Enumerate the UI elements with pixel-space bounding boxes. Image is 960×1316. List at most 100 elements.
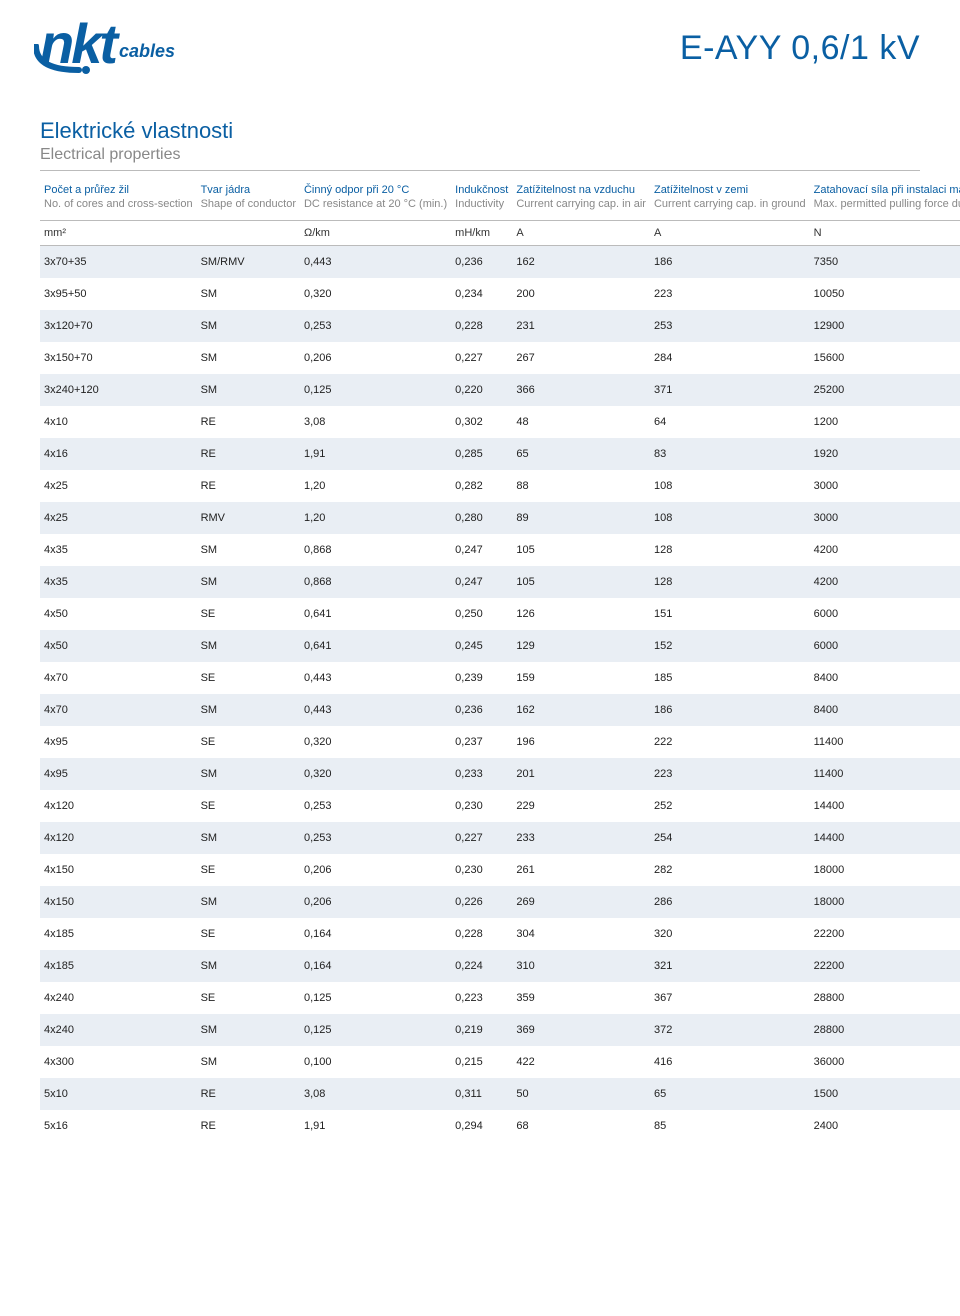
data-cell: 0,320 [300, 726, 451, 758]
unit-cell: A [512, 221, 650, 246]
data-cell: 1200 [810, 406, 960, 438]
data-cell: 10050 [810, 278, 960, 310]
data-cell: 286 [650, 886, 810, 918]
data-cell: 12900 [810, 310, 960, 342]
logo-arc-icon [34, 44, 104, 74]
header-en: DC resistance at 20 °C (min.) [304, 197, 447, 212]
data-cell: 0,219 [451, 1014, 512, 1046]
data-cell: 4x35 [40, 566, 197, 598]
data-cell: 4200 [810, 566, 960, 598]
table-row: 4x50SE0,6410,25012615160003,804446 [40, 598, 960, 630]
data-cell: 367 [650, 982, 810, 1014]
data-cell: 3x240+120 [40, 374, 197, 406]
table-body: mm²Ω/kmmH/kmAANkAsec 3x70+35SM/RMV0,4430… [40, 221, 960, 1143]
data-cell: 0,237 [451, 726, 512, 758]
data-cell: 371 [650, 374, 810, 406]
header-cz: Zatížitelnost v zemi [654, 183, 806, 198]
data-cell: 200 [512, 278, 650, 310]
data-cell: 4x240 [40, 982, 197, 1014]
data-cell: 14400 [810, 822, 960, 854]
data-cell: 0,220 [451, 374, 512, 406]
data-cell: 4x70 [40, 662, 197, 694]
data-cell: 320 [650, 918, 810, 950]
data-cell: 4x50 [40, 598, 197, 630]
data-cell: 3x70+35 [40, 246, 197, 279]
data-cell: 4x120 [40, 790, 197, 822]
data-cell: 252 [650, 790, 810, 822]
data-cell: 28800 [810, 982, 960, 1014]
data-cell: SM/RMV [197, 246, 300, 279]
header-en: Current carrying cap. in ground [654, 197, 806, 212]
data-cell: 0,294 [451, 1110, 512, 1142]
data-cell: 231 [512, 310, 650, 342]
data-cell: SM [197, 310, 300, 342]
data-cell: 128 [650, 534, 810, 566]
data-cell: 366 [512, 374, 650, 406]
table-row: 4x35SM0,8680,24710512842002,663316 [40, 566, 960, 598]
data-cell: 0,443 [300, 246, 451, 279]
data-cell: 4x25 [40, 502, 197, 534]
data-cell: 83 [650, 438, 810, 470]
data-cell: 15600 [810, 342, 960, 374]
table-row: 4x185SE0,1640,2283043202220014,0761051 [40, 918, 960, 950]
column-header: Zatížitelnost na vzduchuCurrent carrying… [512, 179, 650, 221]
data-cell: 5x10 [40, 1078, 197, 1110]
data-cell: 0,125 [300, 374, 451, 406]
data-cell: 4x185 [40, 950, 197, 982]
data-cell: 4x150 [40, 886, 197, 918]
table-row: 5x10RE3,080,311506515000,761113 [40, 1078, 960, 1110]
data-cell: 1,91 [300, 1110, 451, 1142]
data-cell: 4x95 [40, 726, 197, 758]
table-row: 4x10RE3,080,302486412000,761121 [40, 406, 960, 438]
data-cell: 88 [512, 470, 650, 502]
data-cell: 65 [512, 438, 650, 470]
header-en: No. of cores and cross-section [44, 197, 193, 212]
data-cell: SM [197, 694, 300, 726]
data-cell: 310 [512, 950, 650, 982]
data-cell: SM [197, 278, 300, 310]
section-title: Elektrické vlastnosti [40, 118, 920, 144]
table-row: 4x50SM0,6410,24512915260003,804427 [40, 630, 960, 662]
data-cell: 0,253 [300, 822, 451, 854]
data-cell: 129 [512, 630, 650, 662]
table-row: 4x185SM0,1640,2243103212220014,0761005 [40, 950, 960, 982]
data-cell: 4x120 [40, 822, 197, 854]
data-cell: 416 [650, 1046, 810, 1078]
data-cell: 105 [512, 566, 650, 598]
data-cell: 151 [650, 598, 810, 630]
header-en: Current carrying cap. in air [516, 197, 646, 212]
table-row: 4x150SM0,2060,2262692861800011,413880 [40, 886, 960, 918]
data-cell: 0,164 [300, 950, 451, 982]
data-cell: 4x185 [40, 918, 197, 950]
brand-subtext: cables [119, 41, 175, 62]
unit-cell: Ω/km [300, 221, 451, 246]
header-en: Max. permitted pulling force during inst… [814, 197, 960, 212]
data-cell: 1,20 [300, 502, 451, 534]
brand-logo: nkt cables [40, 20, 175, 68]
table-row: 3x95+50SM0,3200,234200223100507,228639 [40, 278, 960, 310]
data-cell: 0,228 [451, 310, 512, 342]
data-cell: 3x150+70 [40, 342, 197, 374]
data-cell: 0,641 [300, 630, 451, 662]
data-cell: 372 [650, 1014, 810, 1046]
table-row: 4x240SM0,1250,2193693722880018,2611194 [40, 1014, 960, 1046]
data-cell: 0,230 [451, 790, 512, 822]
column-header: Zatahovací síla při instalaci max.Max. p… [810, 179, 960, 221]
data-cell: 3,08 [300, 406, 451, 438]
data-cell: 0,228 [451, 918, 512, 950]
data-cell: 85 [650, 1110, 810, 1142]
data-cell: 0,125 [300, 1014, 451, 1046]
data-cell: 0,206 [300, 886, 451, 918]
data-cell: SM [197, 534, 300, 566]
data-cell: RE [197, 470, 300, 502]
data-cell: 196 [512, 726, 650, 758]
data-cell: 11400 [810, 758, 960, 790]
data-cell: 18000 [810, 886, 960, 918]
data-cell: RE [197, 1078, 300, 1110]
data-cell: SM [197, 374, 300, 406]
data-cell: RE [197, 438, 300, 470]
data-cell: SM [197, 342, 300, 374]
data-cell: 22200 [810, 918, 960, 950]
data-cell: 0,227 [451, 822, 512, 854]
data-cell: 0,250 [451, 598, 512, 630]
